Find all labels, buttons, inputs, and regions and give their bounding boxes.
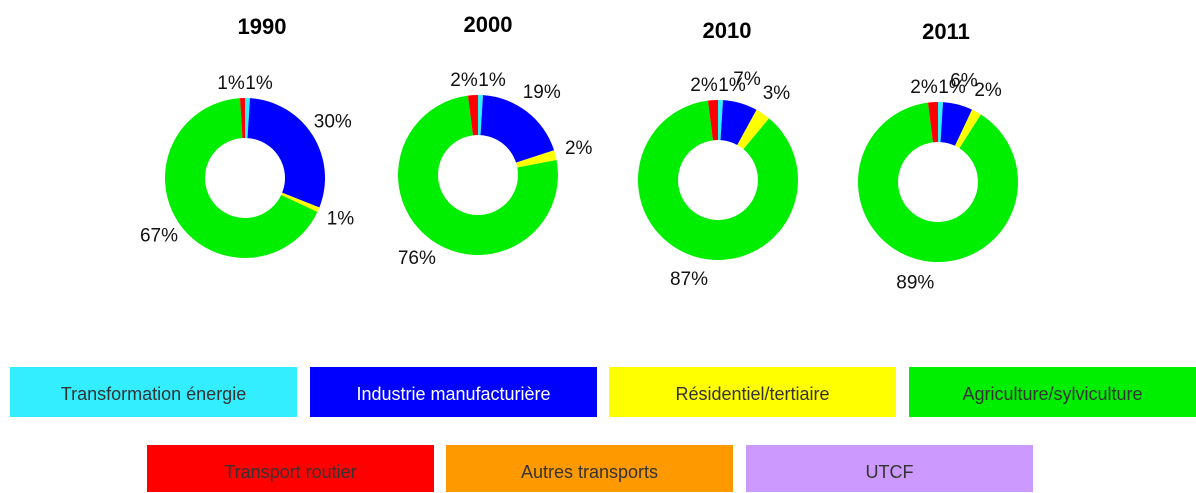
donut-segment [718,100,724,141]
legend-swatch [446,445,733,492]
legend-swatch [10,367,297,417]
legend-label: Transport routier [224,462,356,482]
donut-segment [467,95,478,136]
donut-segment [707,100,718,141]
value-label: 89% [896,273,934,294]
value-label: 30% [314,111,352,132]
donut-segment [938,102,944,143]
value-label: 3% [763,83,791,104]
value-label: 1% [718,75,746,96]
donut-segment [398,95,558,255]
legend-swatch [310,367,597,417]
value-label: 76% [398,248,436,269]
value-label: 19% [523,82,561,103]
value-label: 2% [565,138,593,159]
donut-segment [737,109,769,150]
chart-title: 2010 [703,18,752,43]
chart-title: 1990 [238,14,287,39]
value-label: 1% [478,70,506,91]
legend-swatch [746,445,1033,492]
donut-segment [940,102,973,146]
value-label: 1% [938,77,966,98]
value-label: 1% [217,73,245,94]
donut-segment [281,192,320,213]
legend-swatch [909,367,1196,417]
legend-label: Industrie manufacturière [356,384,550,404]
value-label: 2% [974,80,1002,101]
legend-label: Autres transports [521,462,658,482]
donut-segment [927,102,938,143]
chart-title: 2011 [922,19,970,44]
donut-segment [637,100,798,260]
legend-swatch [609,367,896,417]
value-label: 67% [140,225,178,246]
value-label: 87% [670,269,708,290]
donut-segment [478,95,484,136]
donut-segment [165,98,318,258]
value-label: 2% [690,75,718,96]
donut-segment [480,95,555,163]
value-label: 1% [245,73,273,94]
legend-label: Agriculture/sylviculture [962,384,1142,404]
donut-segment [247,98,325,208]
value-label: 7% [733,69,761,90]
value-label: 2% [450,70,478,91]
donut-segment [857,102,1018,262]
donut-segment [516,150,557,168]
value-label: 2% [910,77,938,98]
legend-swatch [147,445,434,492]
legend-label: Transformation énergie [61,384,246,404]
legend-label: Résidentiel/tertiaire [675,384,829,404]
chart-title: 2000 [464,12,513,37]
donut-segment [245,98,251,139]
donut-segment [239,98,245,139]
value-label: 1% [327,208,355,229]
donut-segment [720,100,757,145]
donut-segment [955,109,981,149]
legend-label: UTCF [866,462,914,482]
value-label: 6% [950,70,978,91]
